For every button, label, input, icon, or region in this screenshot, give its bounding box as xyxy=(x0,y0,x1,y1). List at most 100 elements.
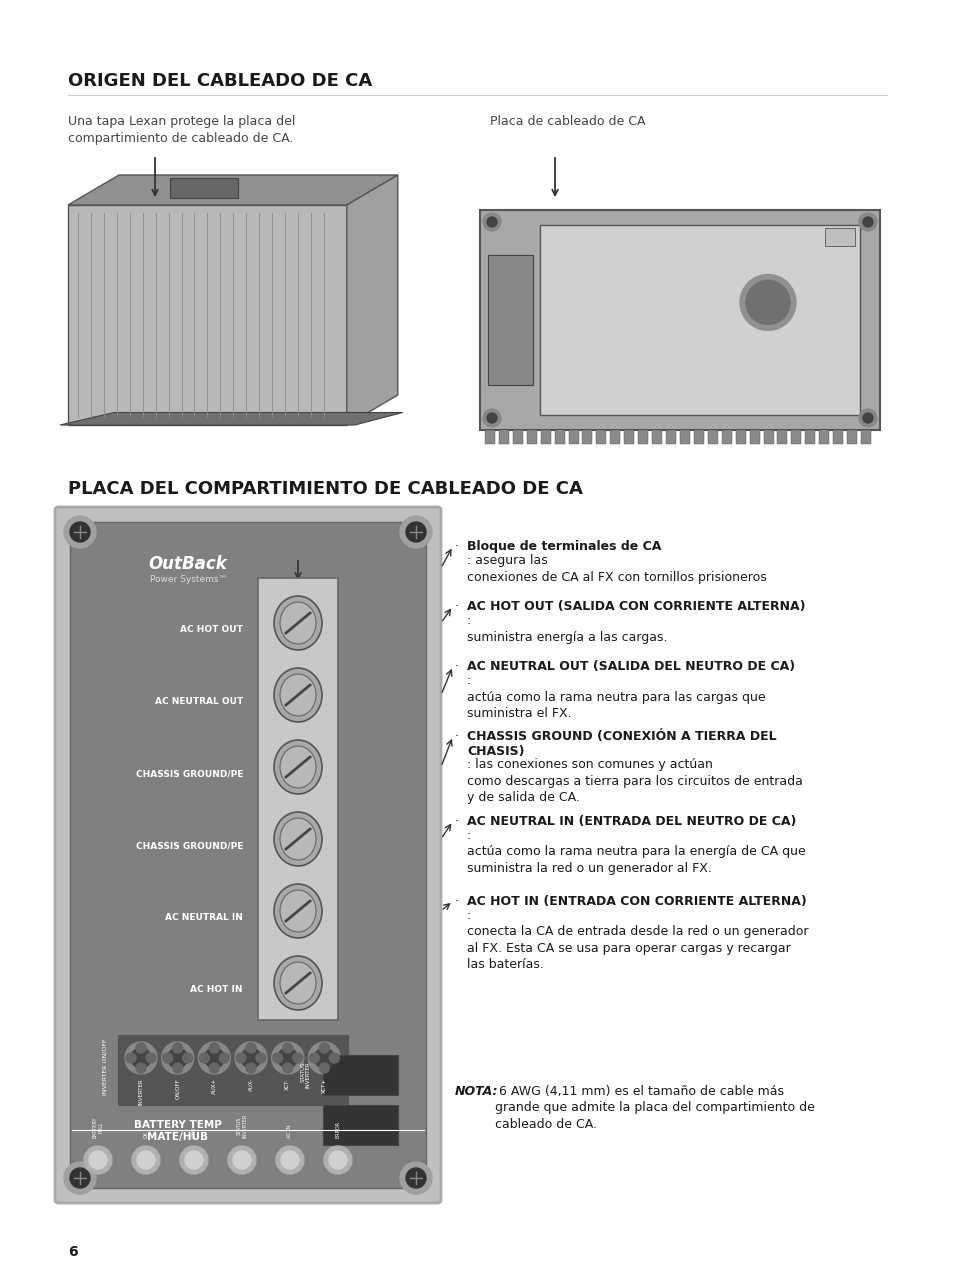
Circle shape xyxy=(185,1151,203,1169)
FancyBboxPatch shape xyxy=(323,1105,397,1145)
Text: STATUS
INVERTER: STATUS INVERTER xyxy=(300,1062,311,1089)
Circle shape xyxy=(146,1053,156,1063)
Circle shape xyxy=(136,1043,146,1053)
Circle shape xyxy=(246,1063,255,1074)
Ellipse shape xyxy=(274,812,322,866)
Text: Una tapa Lexan protege la placa del
compartimiento de cableado de CA.: Una tapa Lexan protege la placa del comp… xyxy=(68,114,295,145)
Ellipse shape xyxy=(274,668,322,722)
Circle shape xyxy=(241,1048,261,1068)
Circle shape xyxy=(180,1146,208,1174)
Text: OK: OK xyxy=(143,1131,149,1138)
Text: :
suministra energía a las cargas.: : suministra energía a las cargas. xyxy=(467,614,667,644)
Text: BATTERY
FULL: BATTERY FULL xyxy=(92,1117,103,1138)
Circle shape xyxy=(319,1063,329,1074)
Circle shape xyxy=(858,212,876,232)
Polygon shape xyxy=(347,176,397,425)
Text: AC HOT OUT (SALIDA CON CORRIENTE ALTERNA): AC HOT OUT (SALIDA CON CORRIENTE ALTERNA… xyxy=(467,600,804,613)
FancyBboxPatch shape xyxy=(70,522,426,1188)
Circle shape xyxy=(255,1053,266,1063)
FancyBboxPatch shape xyxy=(762,430,773,444)
FancyBboxPatch shape xyxy=(665,430,676,444)
Ellipse shape xyxy=(280,962,315,1004)
FancyBboxPatch shape xyxy=(824,228,854,245)
Text: ERROR: ERROR xyxy=(335,1121,340,1138)
Circle shape xyxy=(309,1053,319,1063)
Circle shape xyxy=(314,1048,334,1068)
Circle shape xyxy=(136,1063,146,1074)
Circle shape xyxy=(198,1042,230,1074)
FancyBboxPatch shape xyxy=(479,210,879,430)
FancyBboxPatch shape xyxy=(679,430,689,444)
Ellipse shape xyxy=(274,597,322,650)
Circle shape xyxy=(204,1048,224,1068)
FancyBboxPatch shape xyxy=(554,430,564,444)
Circle shape xyxy=(281,1151,298,1169)
Text: 6: 6 xyxy=(68,1245,77,1259)
FancyBboxPatch shape xyxy=(610,430,619,444)
Text: ·: · xyxy=(455,600,463,613)
Circle shape xyxy=(273,1053,282,1063)
FancyBboxPatch shape xyxy=(596,430,606,444)
Text: Power Systems™: Power Systems™ xyxy=(150,575,227,584)
Circle shape xyxy=(272,1042,303,1074)
Text: :
actúa como la rama neutra para las cargas que
suministra el FX.: : actúa como la rama neutra para las car… xyxy=(467,674,765,720)
Text: PLACA DEL COMPARTIMIENTO DE CABLEADO DE CA: PLACA DEL COMPARTIMIENTO DE CABLEADO DE … xyxy=(68,480,582,499)
Text: OutBack: OutBack xyxy=(148,555,227,572)
Circle shape xyxy=(482,410,500,427)
Text: ·: · xyxy=(455,895,463,908)
Ellipse shape xyxy=(280,890,315,932)
FancyBboxPatch shape xyxy=(55,508,440,1203)
FancyBboxPatch shape xyxy=(707,430,717,444)
Circle shape xyxy=(234,1042,267,1074)
Circle shape xyxy=(282,1043,293,1053)
Text: CHASSIS GROUND (CONEXIÓN A TIERRA DEL
CHASIS): CHASSIS GROUND (CONEXIÓN A TIERRA DEL CH… xyxy=(467,730,776,758)
Circle shape xyxy=(168,1048,188,1068)
Circle shape xyxy=(64,516,96,548)
FancyBboxPatch shape xyxy=(170,178,237,198)
Circle shape xyxy=(308,1042,340,1074)
Text: XCT-: XCT- xyxy=(285,1077,290,1090)
Text: INVERTER ON/OFF: INVERTER ON/OFF xyxy=(102,1039,108,1095)
FancyBboxPatch shape xyxy=(623,430,634,444)
FancyBboxPatch shape xyxy=(735,430,745,444)
FancyBboxPatch shape xyxy=(652,430,661,444)
Circle shape xyxy=(324,1146,352,1174)
Circle shape xyxy=(486,218,497,226)
FancyBboxPatch shape xyxy=(257,577,337,1020)
FancyBboxPatch shape xyxy=(749,430,759,444)
FancyBboxPatch shape xyxy=(526,430,537,444)
FancyBboxPatch shape xyxy=(721,430,731,444)
Circle shape xyxy=(235,1053,246,1063)
Text: AC NEUTRAL IN (ENTRADA DEL NEUTRO DE CA): AC NEUTRAL IN (ENTRADA DEL NEUTRO DE CA) xyxy=(467,815,796,828)
Circle shape xyxy=(70,1168,90,1188)
FancyBboxPatch shape xyxy=(568,430,578,444)
Text: ·: · xyxy=(455,815,463,828)
Text: CHASSIS GROUND/PE: CHASSIS GROUND/PE xyxy=(135,770,243,778)
FancyBboxPatch shape xyxy=(804,430,815,444)
Polygon shape xyxy=(68,176,397,205)
FancyBboxPatch shape xyxy=(484,430,495,444)
Circle shape xyxy=(277,1048,297,1068)
Text: BATTERY TEMP
MATE/HUB: BATTERY TEMP MATE/HUB xyxy=(134,1121,222,1142)
Circle shape xyxy=(70,522,90,542)
Text: AC NEUTRAL OUT: AC NEUTRAL OUT xyxy=(154,697,243,706)
Circle shape xyxy=(399,516,432,548)
Circle shape xyxy=(89,1151,107,1169)
FancyBboxPatch shape xyxy=(582,430,592,444)
FancyBboxPatch shape xyxy=(118,1035,348,1105)
Text: AUX+: AUX+ xyxy=(212,1077,216,1094)
Circle shape xyxy=(161,1042,193,1074)
Circle shape xyxy=(319,1043,329,1053)
Text: XCT+: XCT+ xyxy=(321,1077,327,1093)
FancyBboxPatch shape xyxy=(819,430,828,444)
Text: :
actúa como la rama neutra para la energía de CA que
suministra la red o un gen: : actúa como la rama neutra para la ener… xyxy=(467,829,805,875)
Text: STATUS
INVERTER: STATUS INVERTER xyxy=(236,1114,247,1138)
Circle shape xyxy=(64,1163,96,1194)
Ellipse shape xyxy=(274,884,322,937)
Circle shape xyxy=(275,1146,304,1174)
Circle shape xyxy=(862,218,872,226)
FancyBboxPatch shape xyxy=(323,1054,397,1095)
Text: ON/OFF: ON/OFF xyxy=(175,1077,180,1099)
Circle shape xyxy=(126,1053,136,1063)
FancyBboxPatch shape xyxy=(846,430,856,444)
